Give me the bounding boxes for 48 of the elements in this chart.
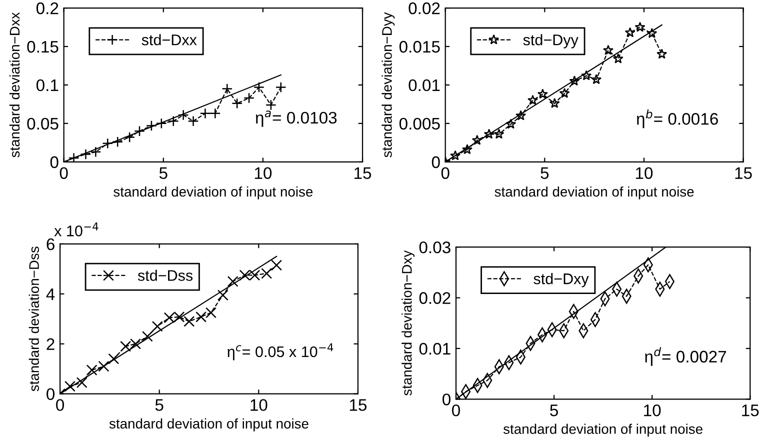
- legend-label: std−Dss: [138, 270, 193, 281]
- y-tick-label: 0: [50, 156, 58, 168]
- y-tick-label: 0.15: [27, 40, 58, 53]
- x-tick-label: 5: [159, 167, 168, 179]
- y-tick-label: 4: [46, 288, 55, 300]
- y-axis-title: standard deviation−Dyy: [382, 12, 395, 158]
- y-tick-label: 0.01: [419, 342, 450, 355]
- x-tick-label: 0: [452, 404, 460, 416]
- y-tick-label: 0: [46, 388, 55, 400]
- x-tick-label: 5: [155, 399, 164, 411]
- annotation: η$^{a}$= 0.0103: [256, 110, 337, 127]
- y-tick-label: 6: [46, 238, 54, 250]
- annotation: η$^{b}$= 0.0016: [636, 109, 718, 128]
- x-tick-label: 15: [350, 399, 367, 411]
- x-axis-title: standard deviation of input noise: [494, 186, 694, 200]
- y-tick-label: 2: [46, 338, 54, 350]
- legend-label: std−Dxx: [142, 34, 197, 46]
- x-tick-label: 15: [735, 167, 752, 179]
- x-axis-title: standard deviation of input noise: [503, 424, 702, 437]
- x-tick-label: 5: [540, 167, 549, 179]
- y-tick-label: 0.02: [408, 2, 440, 14]
- y-tick-label: 0.2: [36, 2, 58, 14]
- x-tick-label: 10: [250, 399, 268, 411]
- x-tick-label: 15: [354, 167, 372, 179]
- legend-label: std−Dxy: [534, 273, 589, 288]
- y-tick-label: 0.005: [399, 118, 440, 130]
- x-tick-label: 5: [550, 404, 558, 416]
- y-tick-label: 0: [432, 156, 440, 168]
- y-axis-title: standard deviation−Dss: [28, 246, 39, 392]
- x-axis-title: standard deviation of input noise: [114, 186, 313, 200]
- annotation: η$^{c}$= 0.05 x 10$^{−4}$: [228, 343, 334, 360]
- y-tick-label: 0.01: [408, 79, 440, 92]
- x-tick-label: 10: [254, 167, 272, 179]
- x-axis-title: standard deviation of input noise: [109, 418, 308, 432]
- x-tick-label: 10: [636, 167, 653, 179]
- x-tick-label: 10: [644, 404, 661, 416]
- text: x 10$^{−4}$: [54, 222, 98, 236]
- y-tick-label: 0.05: [27, 118, 58, 130]
- legend-label: std−Dyy: [523, 34, 578, 48]
- y-tick-label: 0.1: [36, 79, 58, 92]
- annotation: η$^{d}$= 0.0027: [645, 347, 726, 366]
- y-axis-title: standard deviation−Dxy: [402, 250, 415, 396]
- y-tick-label: 0.015: [399, 40, 440, 53]
- y-tick-label: 0.02: [419, 292, 450, 304]
- x-tick-label: 0: [60, 167, 68, 179]
- y-tick-label: 0.03: [419, 241, 450, 254]
- y-axis-title: standard deviation−Dxx: [9, 12, 20, 158]
- x-tick-label: 15: [742, 404, 759, 416]
